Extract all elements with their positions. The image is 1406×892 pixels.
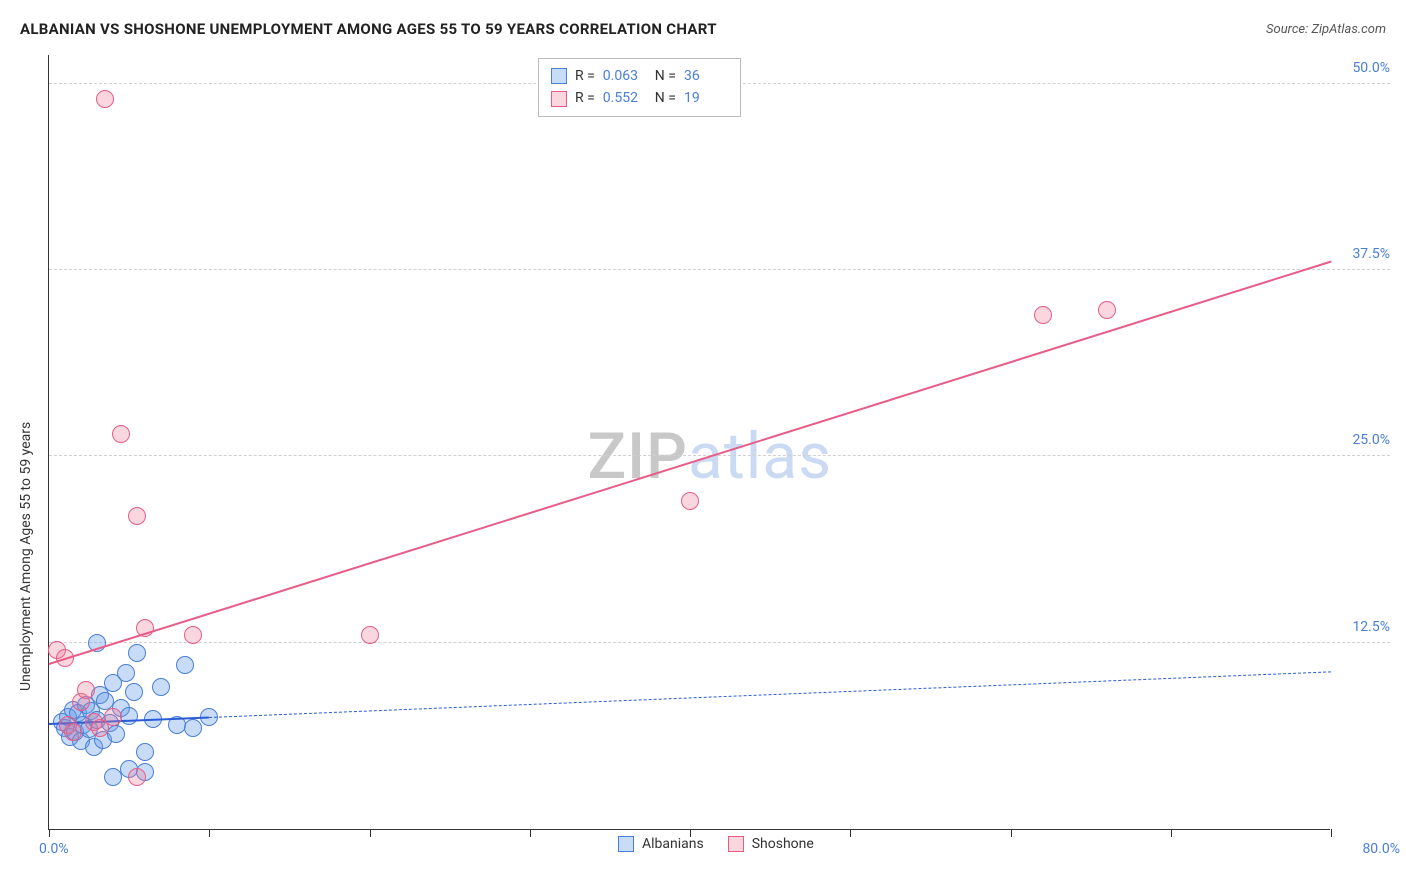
x-tick — [209, 829, 210, 837]
n-value: 36 — [684, 65, 728, 87]
data-point — [128, 644, 146, 662]
legend-swatch — [618, 836, 634, 852]
legend-swatch — [551, 91, 567, 107]
source-prefix: Source: — [1266, 22, 1311, 37]
data-point — [176, 656, 194, 674]
x-tick — [49, 829, 50, 837]
legend-swatch — [728, 836, 744, 852]
data-point — [128, 507, 146, 525]
data-point — [104, 708, 122, 726]
data-point — [681, 492, 699, 510]
n-label: N = — [655, 87, 676, 109]
r-label: R = — [575, 65, 595, 87]
data-point — [1034, 306, 1052, 324]
data-point — [96, 90, 114, 108]
data-point — [120, 707, 138, 725]
gridline — [49, 455, 1390, 456]
gridline — [49, 269, 1390, 270]
y-axis-title: Unemployment Among Ages 55 to 59 years — [18, 421, 34, 690]
data-point — [152, 678, 170, 696]
data-point — [107, 725, 125, 743]
data-point — [64, 723, 82, 741]
y-tick-label: 50.0% — [1335, 60, 1390, 76]
legend-row: R = 0.552 N = 19 — [551, 87, 728, 109]
data-point — [136, 743, 154, 761]
r-label: R = — [575, 87, 595, 109]
x-max-label: 80.0% — [1362, 841, 1400, 857]
gridline — [49, 642, 1390, 643]
data-point — [1098, 301, 1116, 319]
x-tick — [850, 829, 851, 837]
r-value: 0.063 — [603, 65, 647, 87]
legend-label: Shoshone — [752, 836, 814, 852]
x-tick — [1011, 829, 1012, 837]
data-point — [184, 626, 202, 644]
y-tick-label: 12.5% — [1335, 619, 1390, 635]
correlation-legend: R = 0.063 N = 36 R = 0.552 N = 19 — [538, 58, 741, 117]
r-value: 0.552 — [603, 87, 647, 109]
chart-source: Source: ZipAtlas.com — [1266, 22, 1386, 37]
data-point — [125, 683, 143, 701]
data-point — [112, 425, 130, 443]
watermark-zip: ZIP — [587, 419, 688, 494]
scatter-plot-area: ZIPatlas 12.5%25.0%37.5%50.0%0.0%80.0% — [48, 55, 1330, 830]
x-tick — [530, 829, 531, 837]
x-min-label: 0.0% — [39, 841, 69, 857]
source-name: ZipAtlas.com — [1311, 22, 1386, 37]
x-tick — [370, 829, 371, 837]
legend-item: Albanians — [618, 836, 704, 852]
y-tick-label: 37.5% — [1335, 246, 1390, 262]
chart-title: ALBANIAN VS SHOSHONE UNEMPLOYMENT AMONG … — [20, 20, 717, 38]
chart-header: ALBANIAN VS SHOSHONE UNEMPLOYMENT AMONG … — [20, 20, 1386, 38]
n-value: 19 — [684, 87, 728, 109]
data-point — [77, 681, 95, 699]
x-tick — [1171, 829, 1172, 837]
trend-line — [49, 261, 1332, 665]
legend-swatch — [551, 68, 567, 84]
legend-label: Albanians — [642, 836, 704, 852]
data-point — [361, 626, 379, 644]
data-point — [128, 768, 146, 786]
data-point — [184, 719, 202, 737]
legend-row: R = 0.063 N = 36 — [551, 65, 728, 87]
trend-line — [209, 672, 1331, 719]
series-legend: Albanians Shoshone — [618, 836, 814, 852]
y-tick-label: 25.0% — [1335, 432, 1390, 448]
data-point — [117, 664, 135, 682]
n-label: N = — [655, 65, 676, 87]
x-tick — [1331, 829, 1332, 837]
legend-item: Shoshone — [728, 836, 814, 852]
